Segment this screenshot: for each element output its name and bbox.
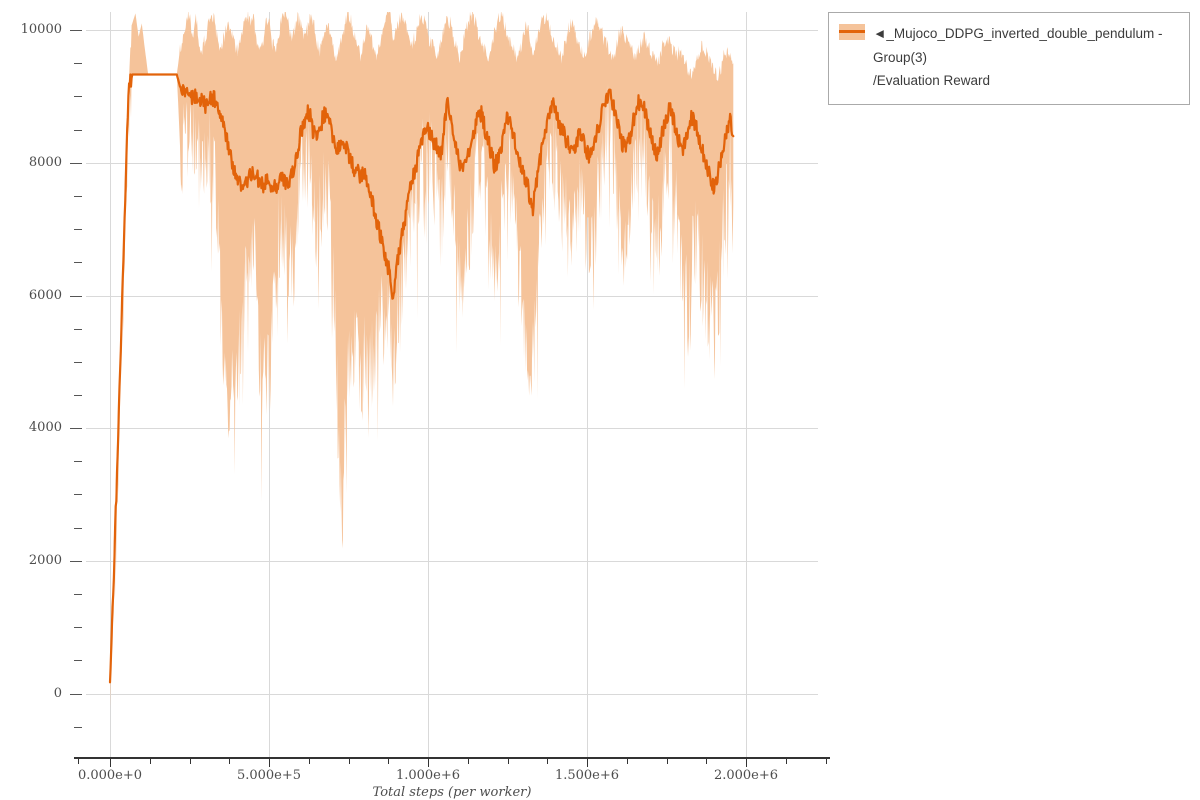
y-axis-tick (70, 296, 82, 297)
gridline-vertical (587, 12, 588, 757)
plot-area (86, 12, 818, 757)
y-tick-label: 8000 (28, 155, 62, 170)
y-tick-label: 4000 (28, 420, 62, 435)
legend-entry-label[interactable]: ◄_Mujoco_DDPG_inverted_double_pendulum -… (873, 22, 1179, 93)
y-tick-label: 10000 (20, 22, 62, 37)
x-axis-minor-tick (388, 757, 389, 764)
y-tick-label: 2000 (28, 553, 62, 568)
gridline-vertical (428, 12, 429, 757)
x-tick-label: 2.000e+6 (713, 768, 779, 783)
x-axis-tick (746, 757, 747, 767)
y-tick-label: 6000 (28, 288, 62, 303)
x-axis-minor-tick (826, 757, 827, 764)
chart-legend[interactable]: ◄_Mujoco_DDPG_inverted_double_pendulum -… (828, 12, 1190, 105)
legend-color-swatch (839, 24, 865, 40)
x-axis-minor-tick (150, 757, 151, 764)
y-axis-minor-tick (74, 494, 82, 495)
x-axis-minor-tick (468, 757, 469, 764)
y-axis-tick (70, 428, 82, 429)
gridline-horizontal (86, 428, 818, 429)
y-tick-label: 0 (53, 686, 62, 701)
y-axis-tick (70, 561, 82, 562)
gridline-vertical (110, 12, 111, 757)
chart-figure: 10000 8000 6000 4000 2000 0 (20, 12, 830, 800)
x-axis-minor-tick (627, 757, 628, 764)
y-axis-tick (70, 30, 82, 31)
y-axis-minor-tick (74, 229, 82, 230)
y-axis-minor-tick (74, 130, 82, 131)
gridline-vertical (269, 12, 270, 757)
y-axis-tick (70, 163, 82, 164)
gridline-horizontal (86, 561, 818, 562)
x-axis-tick (110, 757, 111, 767)
x-tick-label: 1.000e+6 (395, 768, 461, 783)
y-axis-minor-tick (74, 96, 82, 97)
confidence-band (110, 12, 734, 709)
y-axis-minor-tick (74, 63, 82, 64)
legend-entry-line2: /Evaluation Reward (873, 73, 991, 89)
y-axis-minor-tick (74, 395, 82, 396)
x-axis-title: Total steps (per worker) (372, 785, 532, 800)
gridline-horizontal (86, 296, 818, 297)
legend-entry-line1: ◄_Mujoco_DDPG_inverted_double_pendulum -… (873, 26, 1163, 65)
x-axis-minor-tick (190, 757, 191, 764)
x-tick-label: 0.000e+0 (77, 768, 143, 783)
y-axis-minor-tick (74, 262, 82, 263)
x-axis-minor-tick (667, 757, 668, 764)
x-axis-minor-tick (349, 757, 350, 764)
x-axis-tick (587, 757, 588, 767)
y-axis-minor-tick (74, 528, 82, 529)
x-axis-minor-tick (786, 757, 787, 764)
y-axis-minor-tick (74, 329, 82, 330)
x-axis-tick (269, 757, 270, 767)
x-axis-line (74, 757, 830, 759)
x-axis-tick (428, 757, 429, 767)
x-axis-minor-tick (508, 757, 509, 764)
gridline-horizontal (86, 694, 818, 695)
x-tick-label: 5.000e+5 (236, 768, 302, 783)
y-axis-minor-tick (74, 660, 82, 661)
gridline-vertical (746, 12, 747, 757)
y-axis-minor-tick (74, 627, 82, 628)
x-axis-minor-tick (78, 757, 79, 764)
x-axis-minor-tick (706, 757, 707, 764)
mean-line (108, 73, 735, 684)
y-axis-minor-tick (74, 727, 82, 728)
series-plot (108, 12, 735, 709)
y-axis-minor-tick (74, 461, 82, 462)
x-axis-minor-tick (309, 757, 310, 764)
y-axis-minor-tick (74, 196, 82, 197)
y-axis-tick (70, 694, 82, 695)
x-axis-minor-tick (547, 757, 548, 764)
x-axis-minor-tick (229, 757, 230, 764)
y-axis-minor-tick (74, 594, 82, 595)
y-axis-minor-tick (74, 362, 82, 363)
x-tick-label: 1.500e+6 (554, 768, 620, 783)
